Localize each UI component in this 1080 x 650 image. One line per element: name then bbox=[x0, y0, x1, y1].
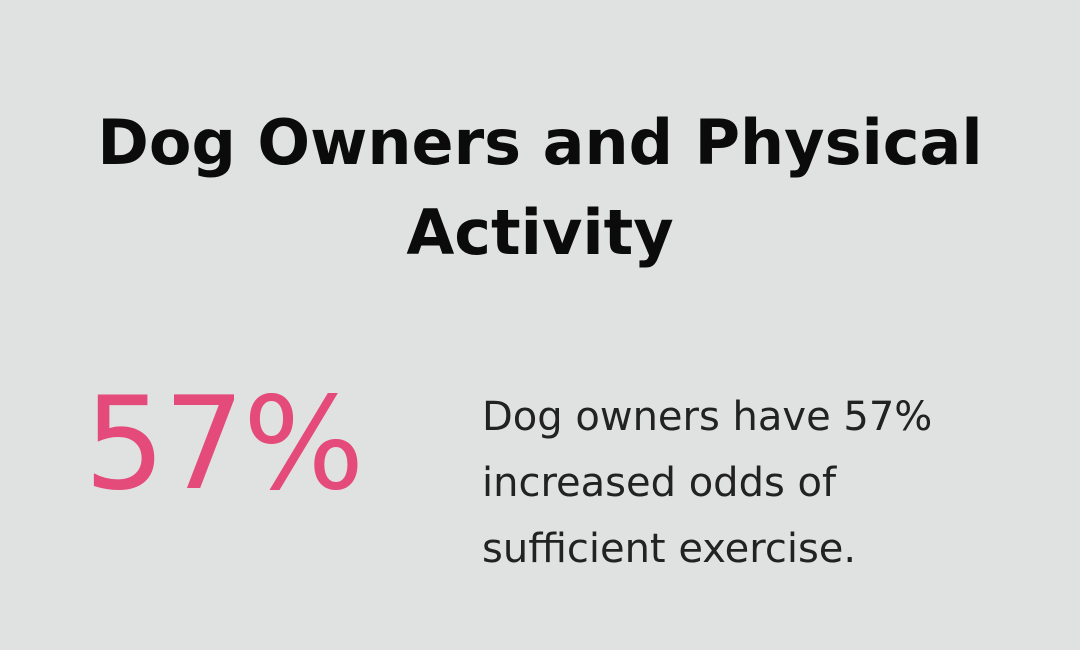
stat-row: 57% Dog owners have 57% increased odds o… bbox=[0, 370, 1080, 572]
page-title: Dog Owners and Physical Activity bbox=[97, 106, 983, 269]
stat-percentage: 57% bbox=[84, 370, 364, 519]
stat-description: Dog owners have 57% increased odds of su… bbox=[482, 394, 933, 572]
